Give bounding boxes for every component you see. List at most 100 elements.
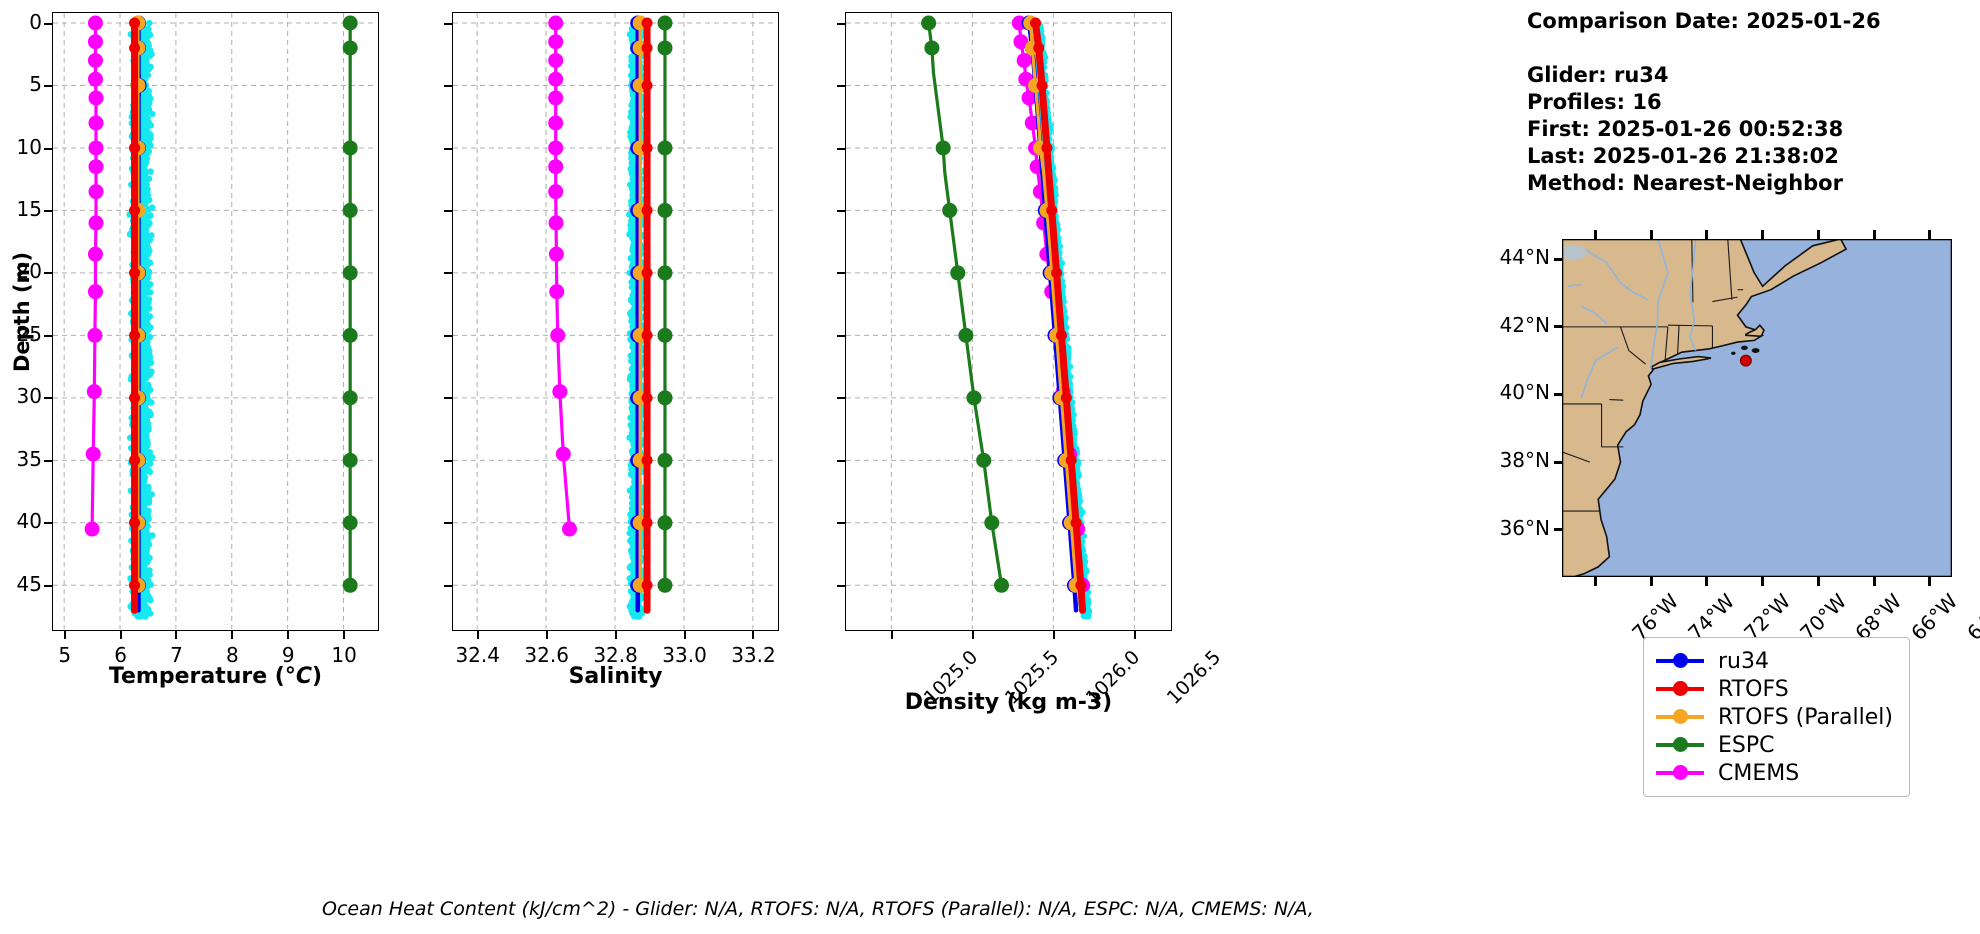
depth-y-tick-label: 15 — [16, 197, 42, 222]
legend-item-label: RTOFS — [1718, 676, 1789, 702]
map-lon-tick-mark — [1928, 576, 1932, 586]
x-tick-mark — [476, 630, 479, 639]
map-lon-tick-label: 66°W — [1906, 589, 1963, 646]
map-lat-tick-mark — [1554, 528, 1563, 532]
y-tick-mark — [444, 22, 453, 25]
y-tick-mark — [444, 210, 453, 213]
legend-marker-icon — [1673, 709, 1688, 724]
x-tick-mark — [614, 630, 617, 639]
depth-y-tick-label: 20 — [16, 259, 42, 284]
depth-y-tick-label: 45 — [16, 571, 42, 596]
map-lon-tick-mark — [1593, 576, 1597, 586]
temperature-x-tick-label: 10 — [331, 643, 357, 667]
map-lat-tick-label: 38°N — [1499, 448, 1550, 473]
method-text: Method: Nearest-Neighbor — [1527, 171, 1843, 195]
y-tick-mark — [444, 459, 453, 462]
map-lat-tick-mark — [1554, 257, 1563, 261]
temperature-x-tick-label: 8 — [225, 643, 239, 667]
map-lon-tick-label: 64°W — [1961, 589, 1980, 646]
map-lon-tick-mark — [1761, 576, 1765, 586]
map-lat-tick-mark — [1554, 460, 1563, 464]
map-lon-tick-mark-top — [1928, 230, 1932, 240]
salinity-x-tick-label: 32.6 — [524, 643, 569, 667]
depth-y-tick-label: 30 — [16, 384, 42, 409]
y-tick-mark — [837, 147, 846, 150]
map-lon-tick-mark-top — [1649, 230, 1653, 240]
density-x-tick-label: 1026.5 — [1162, 646, 1226, 709]
legend-marker-icon — [1673, 653, 1688, 668]
y-tick-mark — [444, 584, 453, 587]
legend-item-rtofs[interactable]: RTOFS — [1656, 675, 1893, 703]
legend-line-swatch — [1656, 709, 1704, 724]
location-map[interactable] — [1562, 239, 1952, 577]
y-tick-mark — [837, 397, 846, 400]
map-lon-tick-mark-top — [1872, 230, 1876, 240]
salinity-x-tick-label: 33.0 — [662, 643, 707, 667]
x-tick-mark — [175, 630, 178, 639]
legend-marker-icon — [1673, 765, 1688, 780]
y-tick-mark — [44, 459, 53, 462]
legend-line-swatch — [1656, 681, 1704, 696]
temperature-axis-label: Temperature (°C) — [108, 664, 323, 689]
x-tick-mark — [119, 630, 122, 639]
y-tick-mark — [837, 522, 846, 525]
map-lon-tick-mark — [1816, 576, 1820, 586]
series-legend[interactable]: ru34 RTOFS RTOFS (Parallel) ESPC CMEMS — [1643, 637, 1910, 797]
x-tick-mark — [545, 630, 548, 639]
x-tick-mark — [343, 630, 346, 639]
y-tick-mark — [44, 522, 53, 525]
x-tick-mark — [231, 630, 234, 639]
legend-marker-icon — [1673, 681, 1688, 696]
map-lon-tick-mark — [1705, 576, 1709, 586]
legend-item-rtofs-parallel[interactable]: RTOFS (Parallel) — [1656, 703, 1893, 731]
y-tick-mark — [444, 397, 453, 400]
legend-line-swatch — [1656, 765, 1704, 780]
map-lat-tick-label: 36°N — [1499, 515, 1550, 540]
map-lon-tick-mark-top — [1816, 230, 1820, 240]
y-tick-mark — [44, 147, 53, 150]
depth-y-tick-label: 0 — [29, 9, 42, 34]
y-tick-mark — [44, 85, 53, 88]
x-tick-mark — [752, 630, 755, 639]
temperature-x-tick-label: 9 — [281, 643, 295, 667]
legend-line-swatch — [1656, 653, 1704, 668]
map-lon-tick-mark-top — [1705, 230, 1709, 240]
legend-marker-icon — [1673, 737, 1688, 752]
x-tick-mark — [1133, 630, 1136, 639]
map-lon-tick-mark-top — [1593, 230, 1597, 240]
salinity-x-tick-label: 33.2 — [731, 643, 776, 667]
last-profile-time-text: Last: 2025-01-26 21:38:02 — [1527, 144, 1839, 168]
y-tick-mark — [44, 334, 53, 337]
map-lon-tick-mark-top — [1761, 230, 1765, 240]
y-tick-mark — [837, 85, 846, 88]
legend-item-espc[interactable]: ESPC — [1656, 731, 1893, 759]
salinity-panel — [452, 12, 779, 631]
legend-line-swatch — [1656, 737, 1704, 752]
y-tick-mark — [837, 584, 846, 587]
x-tick-mark — [683, 630, 686, 639]
legend-item-cmems[interactable]: CMEMS — [1656, 759, 1893, 787]
y-tick-mark — [444, 522, 453, 525]
map-lat-tick-mark — [1554, 325, 1563, 329]
y-tick-mark — [44, 210, 53, 213]
depth-y-tick-label: 35 — [16, 446, 42, 471]
legend-item-label: ESPC — [1718, 732, 1775, 758]
profiles-count-text: Profiles: 16 — [1527, 90, 1662, 114]
map-lat-tick-label: 40°N — [1499, 380, 1550, 405]
map-lon-tick-mark — [1872, 576, 1876, 586]
temperature-panel — [52, 12, 379, 631]
x-tick-mark — [287, 630, 290, 639]
temperature-x-tick-label: 6 — [114, 643, 127, 667]
legend-item-label: CMEMS — [1718, 760, 1800, 786]
legend-item-label: RTOFS (Parallel) — [1718, 704, 1893, 730]
comparison-date-text: Comparison Date: 2025-01-26 — [1527, 9, 1881, 33]
y-tick-mark — [837, 272, 846, 275]
map-lat-tick-mark — [1554, 392, 1563, 396]
legend-item-ru34[interactable]: ru34 — [1656, 647, 1893, 675]
salinity-axis-label: Salinity — [568, 664, 663, 689]
map-lat-tick-label: 42°N — [1499, 312, 1550, 337]
temperature-x-tick-label: 5 — [58, 643, 72, 667]
depth-y-tick-label: 10 — [16, 134, 42, 159]
y-tick-mark — [44, 272, 53, 275]
salinity-x-tick-label: 32.4 — [455, 643, 500, 667]
